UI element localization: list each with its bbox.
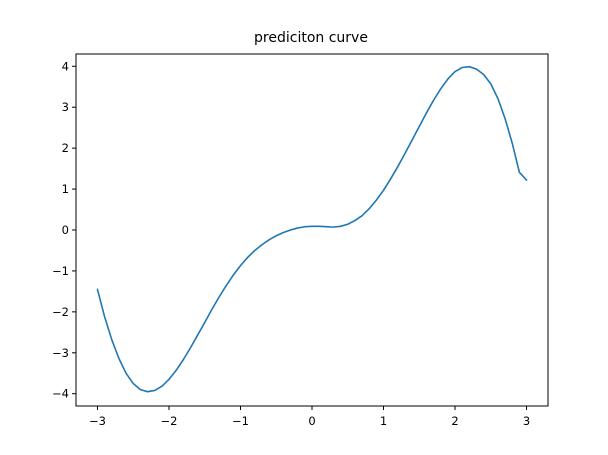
x-tick-label: 3 xyxy=(523,414,530,428)
y-axis: −4 −3 −2 −1 0 1 2 3 4 xyxy=(52,59,76,401)
x-tick-label: 2 xyxy=(451,414,458,428)
y-tick-label: 0 xyxy=(62,223,69,237)
x-tick-label: −3 xyxy=(89,414,106,428)
x-tick-label: −2 xyxy=(160,414,177,428)
y-tick-label: −3 xyxy=(52,346,69,360)
x-tick-label: 0 xyxy=(308,414,315,428)
y-tick-label: 4 xyxy=(62,59,69,73)
series-line-0 xyxy=(96,65,528,393)
plot-layer xyxy=(96,65,528,393)
y-tick-label: −4 xyxy=(52,387,69,401)
x-tick-label: 1 xyxy=(380,414,387,428)
x-tick-label: −1 xyxy=(232,414,249,428)
chart-title: prediciton curve xyxy=(254,30,368,46)
y-tick-label: −1 xyxy=(52,264,69,278)
plot-frame xyxy=(75,53,549,407)
y-tick-label: 1 xyxy=(62,182,69,196)
y-tick-label: −2 xyxy=(52,305,69,319)
x-axis: −3 −2 −1 0 1 2 3 xyxy=(89,406,530,428)
y-tick-label: 3 xyxy=(62,100,69,114)
y-tick-label: 2 xyxy=(62,141,69,155)
